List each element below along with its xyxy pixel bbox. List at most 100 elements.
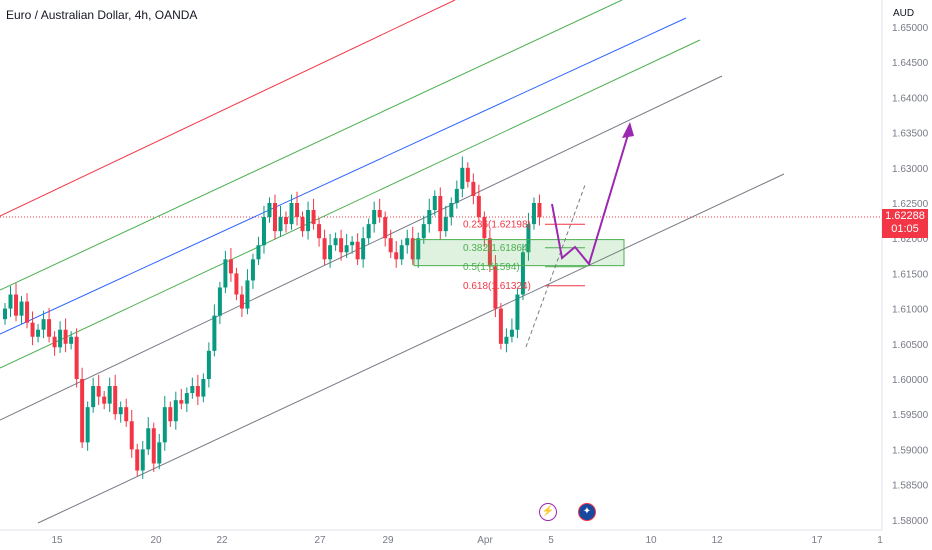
- last-price-value: 1.62288: [885, 210, 925, 222]
- channel-line: [0, 0, 456, 217]
- candle-body: [63, 329, 68, 344]
- candle-body: [520, 252, 525, 295]
- candle-body: [267, 203, 272, 218]
- candle-body: [366, 224, 371, 239]
- candle-body: [184, 393, 189, 404]
- x-tick-label: 17: [811, 535, 823, 546]
- y-tick-label: 1.61500: [892, 269, 929, 280]
- candle-body: [8, 294, 13, 309]
- candle-body: [289, 203, 294, 225]
- candle-body: [195, 386, 200, 397]
- x-tick-label: 20: [150, 535, 162, 546]
- candle-body: [217, 287, 222, 316]
- candle-body: [168, 407, 173, 422]
- candle-body: [223, 259, 228, 288]
- candle-body: [91, 386, 96, 408]
- y-tick-label: 1.59000: [892, 445, 929, 456]
- last-price-tag: 1.62288 01:05: [882, 209, 928, 238]
- candle-body: [80, 379, 85, 443]
- y-tick-label: 1.65000: [892, 23, 929, 34]
- candle-body: [52, 336, 57, 348]
- x-tick-label: Apr: [477, 535, 493, 546]
- candle-body: [135, 449, 140, 471]
- candle-body: [322, 238, 327, 260]
- candle-body: [361, 238, 366, 260]
- candle-body: [454, 188, 459, 203]
- candle-body: [272, 203, 277, 232]
- candle-body: [140, 449, 145, 471]
- candle-body: [515, 294, 520, 330]
- candle-body: [96, 386, 101, 397]
- candle-body: [465, 167, 470, 182]
- candle-body: [107, 386, 112, 404]
- candle-body: [372, 210, 377, 225]
- candle-body: [124, 407, 129, 422]
- candle-body: [25, 301, 30, 323]
- candle-body: [41, 319, 46, 330]
- projection-path: [551, 122, 634, 267]
- fib-level-label: 0.236(1.62198): [463, 219, 531, 230]
- candle-body: [399, 245, 404, 260]
- bar-countdown: 01:05: [891, 223, 919, 235]
- fib-trend-line: [525, 184, 586, 348]
- candle-body: [58, 329, 63, 348]
- y-tick-label: 1.62000: [892, 234, 929, 245]
- candle-body: [504, 336, 509, 344]
- candle-body: [339, 238, 344, 253]
- candle-body: [228, 259, 233, 274]
- candle-body: [449, 203, 454, 218]
- projection-line: [551, 127, 631, 267]
- candle-body: [234, 273, 239, 295]
- candle-body: [487, 238, 492, 267]
- x-tick-label: 29: [382, 535, 394, 546]
- candle-body: [256, 245, 261, 260]
- channel-line: [0, 39, 701, 369]
- y-tick-label: 1.60500: [892, 340, 929, 351]
- candle-body: [509, 329, 514, 337]
- candle-body: [328, 245, 333, 260]
- candle-body: [438, 195, 443, 232]
- australia-flag-icon[interactable]: ✦: [578, 503, 596, 521]
- candle-body: [350, 241, 355, 246]
- candle-body: [526, 224, 531, 253]
- x-tick-label: 12: [711, 535, 723, 546]
- candle-body: [47, 319, 52, 337]
- fib-level-label: 0.618(1.61324): [463, 281, 531, 292]
- candle-body: [151, 428, 156, 464]
- candle-body: [69, 336, 74, 344]
- y-tick-label: 1.62500: [892, 199, 929, 210]
- price-axis: 1.58000 1.58500 1.59000 1.59500 1.60000 1.605…: [892, 23, 929, 527]
- y-tick-label: 1.64000: [892, 93, 929, 104]
- y-tick-label: 1.61000: [892, 305, 929, 316]
- candle-body: [85, 407, 90, 443]
- y-tick-label: 1.58500: [892, 481, 929, 492]
- lightning-icon[interactable]: ⚡: [539, 503, 557, 521]
- y-tick-label: 1.63000: [892, 164, 929, 175]
- candle-body: [388, 238, 393, 253]
- candle-body: [405, 238, 410, 246]
- candle-body: [36, 329, 41, 337]
- fib-level-label: 0.382(1.61864): [463, 243, 531, 254]
- channel-line: [37, 173, 785, 524]
- candle-body: [239, 294, 244, 309]
- candle-body: [102, 396, 107, 404]
- projection-arrowhead: [622, 122, 634, 138]
- candle-body: [306, 210, 311, 232]
- candle-body: [443, 217, 448, 232]
- candle-body: [201, 379, 206, 397]
- candle-body: [311, 210, 316, 225]
- candle-body: [410, 238, 415, 260]
- chart-title: Euro / Australian Dollar, 4h, OANDA: [6, 8, 198, 22]
- candle-body: [113, 386, 118, 415]
- candle-body: [493, 266, 498, 309]
- candle-body: [383, 217, 388, 239]
- candle-body: [344, 245, 349, 253]
- channel-line: [0, 75, 723, 421]
- candle-body: [482, 217, 487, 239]
- candle-body: [498, 308, 503, 344]
- candle-body: [427, 210, 432, 225]
- time-axis: 15 20 22 27 29 Apr 5 10 12 17 1: [0, 529, 883, 546]
- candle-body: [179, 400, 184, 404]
- candle-body: [394, 252, 399, 260]
